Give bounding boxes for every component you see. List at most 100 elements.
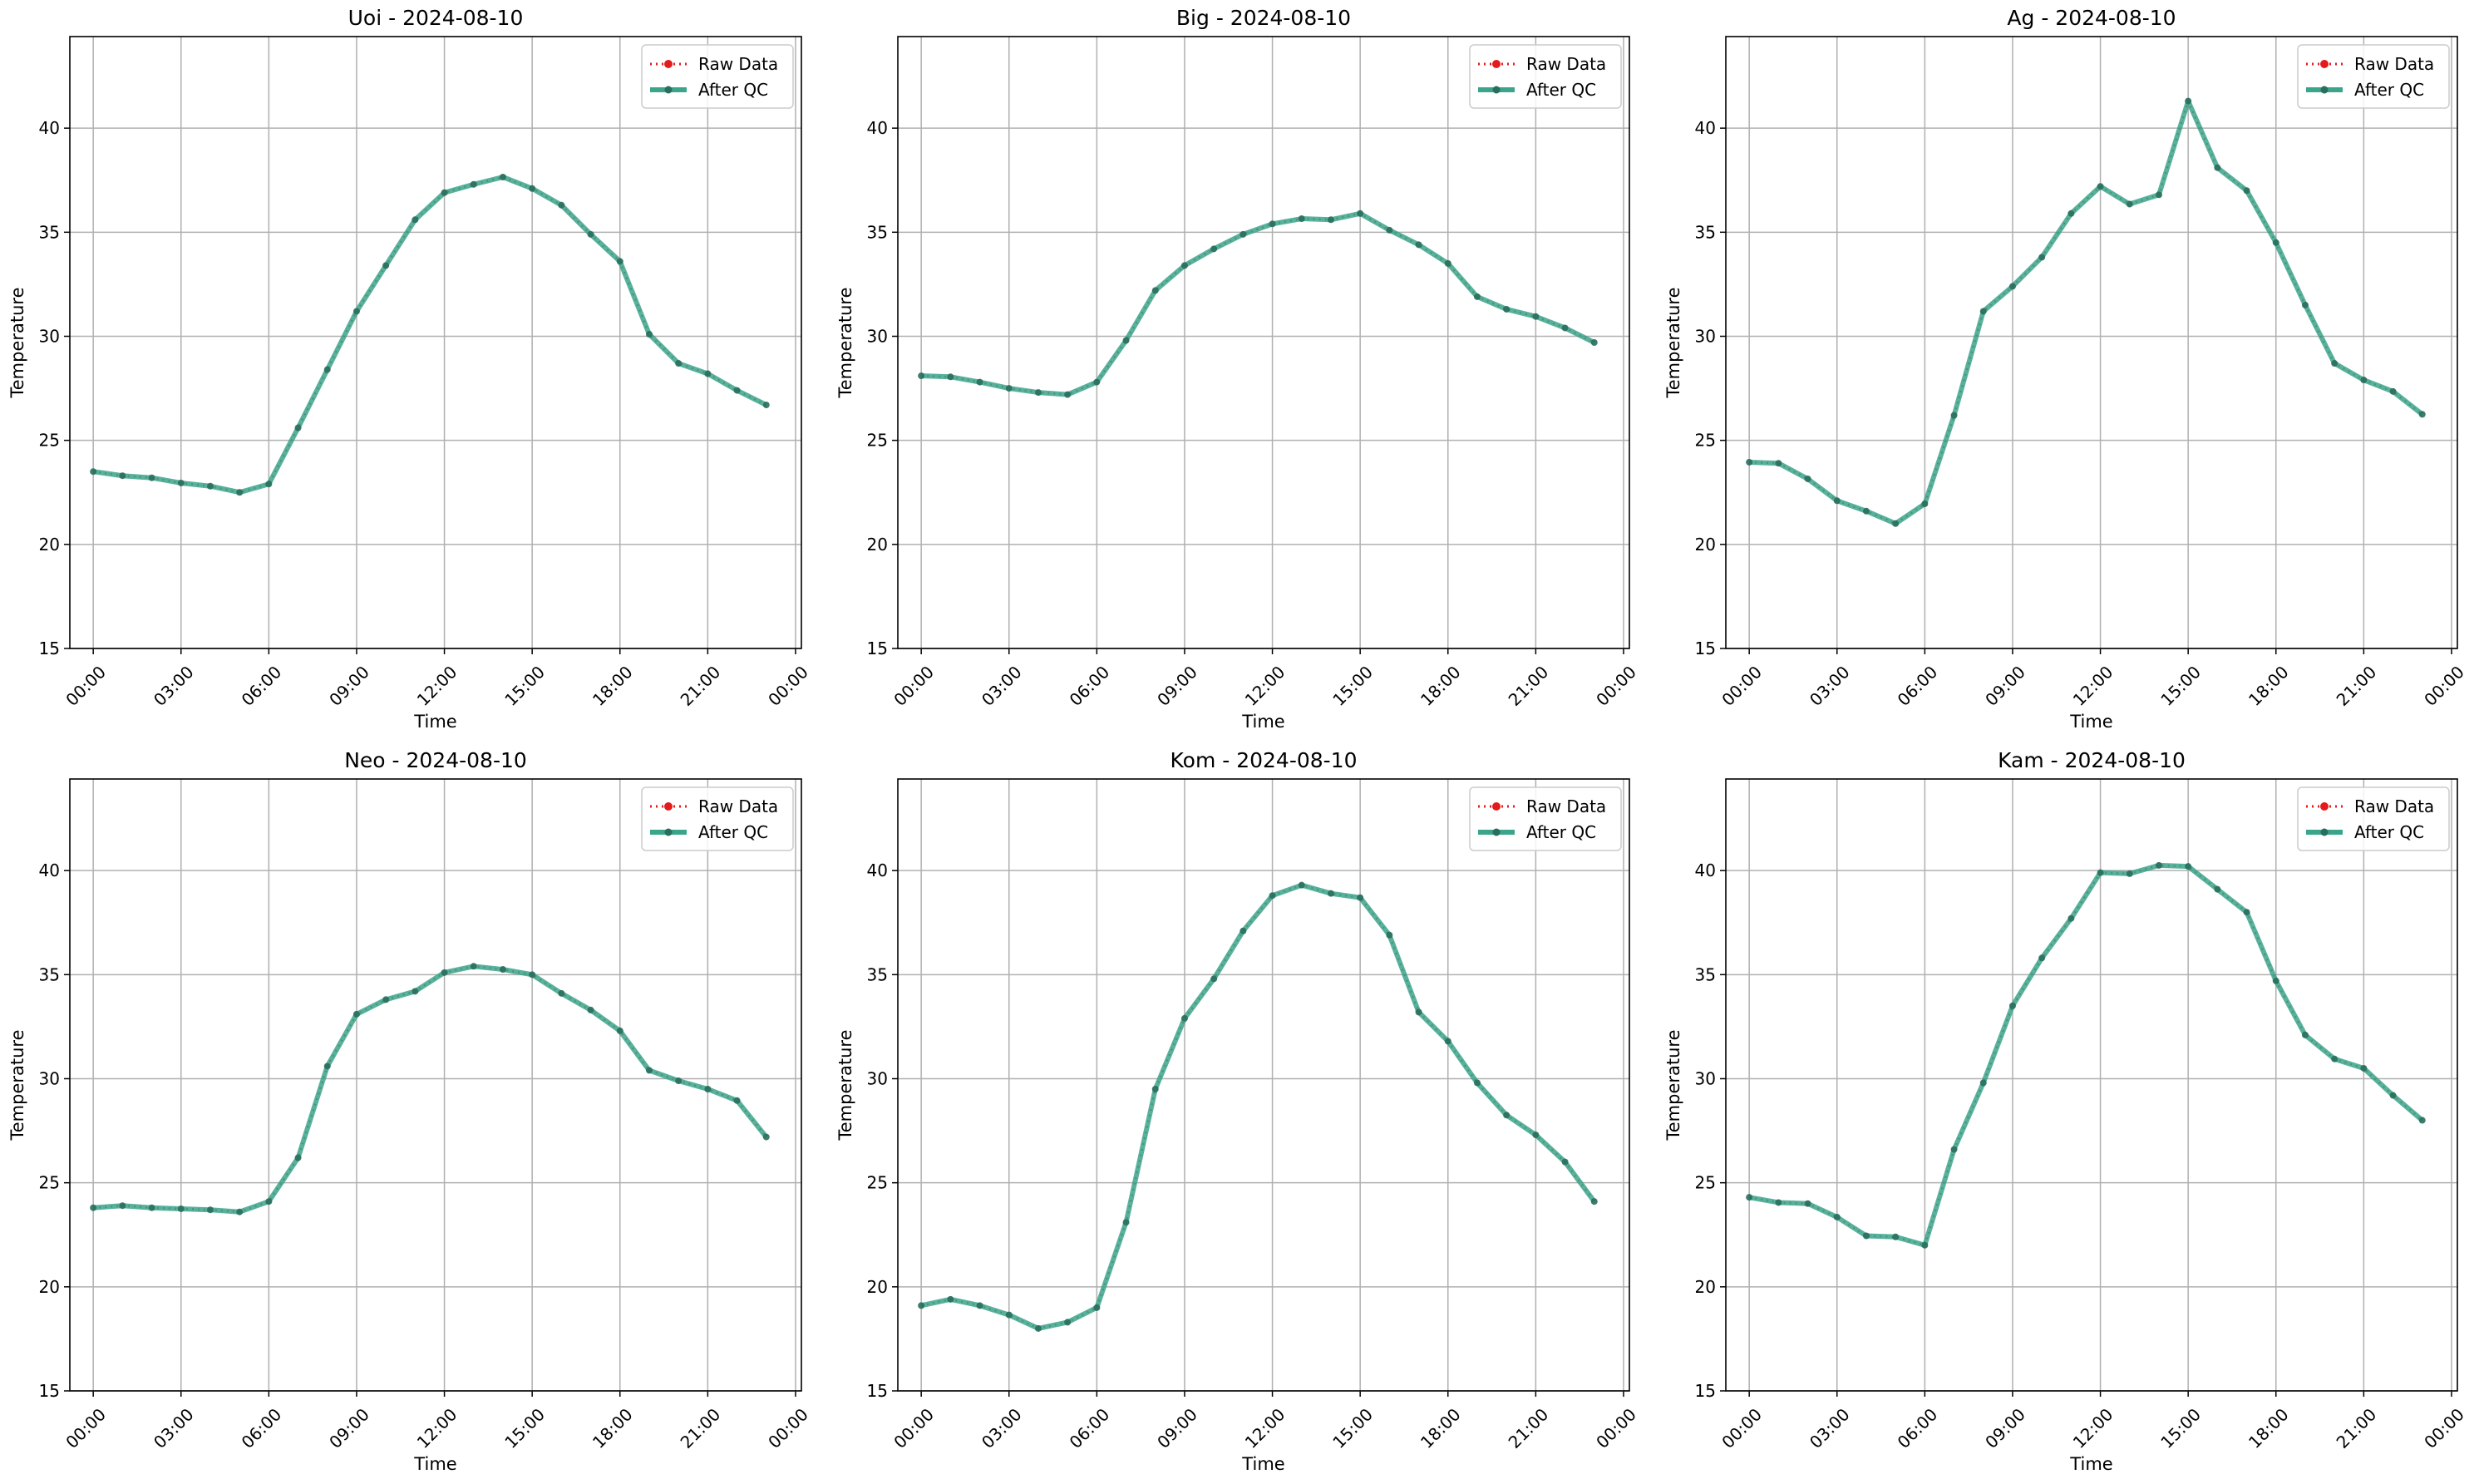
data-point — [529, 185, 536, 192]
data-point — [1122, 1219, 1130, 1226]
data-point — [1590, 339, 1598, 346]
data-point — [2097, 183, 2104, 190]
data-point — [1444, 259, 1451, 267]
data-point — [2008, 283, 2016, 290]
data-point — [265, 481, 273, 488]
legend-marker-after-qc — [1492, 86, 1501, 94]
data-point — [918, 372, 925, 380]
data-point — [1561, 324, 1569, 332]
data-point — [1892, 520, 1900, 527]
legend-label-after-qc: After QC — [698, 822, 768, 842]
x-tick-label: 18:00 — [589, 662, 637, 710]
data-point — [294, 424, 302, 431]
x-tick-label: 15:00 — [2156, 1404, 2205, 1452]
data-point — [1180, 262, 1188, 269]
data-point — [1503, 305, 1511, 313]
data-point — [1473, 293, 1481, 300]
data-point — [148, 1204, 155, 1211]
data-point — [1005, 385, 1013, 392]
y-tick-label: 40 — [867, 860, 888, 880]
x-tick-label: 00:00 — [764, 662, 812, 710]
y-tick-label: 25 — [867, 1173, 888, 1193]
data-point — [1503, 1112, 1511, 1119]
data-point — [177, 1205, 185, 1212]
data-point — [1240, 230, 1247, 238]
y-axis-label: Temperature — [835, 287, 855, 398]
data-point — [1892, 1233, 1900, 1240]
y-tick-label: 30 — [39, 1068, 60, 1088]
legend-label-after-qc: After QC — [1526, 822, 1596, 842]
x-tick-label: 00:00 — [1592, 662, 1640, 710]
data-point — [470, 180, 477, 188]
data-point — [1386, 226, 1393, 234]
data-point — [2389, 387, 2397, 395]
x-tick-label: 21:00 — [677, 662, 725, 710]
y-tick-label: 25 — [39, 1173, 60, 1193]
y-tick-label: 40 — [1695, 118, 1716, 138]
data-point — [2126, 200, 2133, 208]
subplot-title: Kom - 2024-08-10 — [1171, 748, 1358, 772]
data-point — [2243, 909, 2250, 916]
data-point — [675, 1077, 683, 1084]
data-point — [2067, 210, 2075, 217]
x-tick-label: 00:00 — [1592, 1404, 1640, 1452]
data-point — [2214, 885, 2221, 893]
data-point — [2389, 1092, 2397, 1099]
data-point — [1298, 215, 1305, 223]
legend-marker-raw-data — [2320, 60, 2329, 68]
data-point — [2418, 1117, 2426, 1124]
data-point — [947, 373, 954, 381]
data-point — [1151, 1086, 1159, 1093]
data-point — [119, 472, 126, 480]
x-tick-label: 00:00 — [1718, 662, 1766, 710]
x-tick-label: 12:00 — [413, 662, 461, 710]
data-point — [1327, 890, 1334, 897]
data-point — [1005, 1311, 1013, 1319]
y-tick-label: 20 — [1695, 1277, 1716, 1297]
x-tick-label: 21:00 — [2333, 1404, 2381, 1452]
x-tick-label: 03:00 — [978, 1404, 1026, 1452]
data-point — [976, 1302, 983, 1309]
data-point — [587, 1006, 594, 1013]
data-point — [918, 1302, 925, 1309]
data-point — [2418, 411, 2426, 418]
data-point — [1298, 881, 1305, 889]
data-point — [499, 966, 506, 974]
y-tick-label: 35 — [1695, 222, 1716, 242]
series-line-raw-data — [92, 175, 767, 494]
y-tick-label: 30 — [1695, 1068, 1716, 1088]
data-point — [1833, 1213, 1841, 1220]
subplot-title: Ag - 2024-08-10 — [2007, 6, 2176, 30]
y-axis-label: Temperature — [1663, 1029, 1683, 1141]
data-point — [1590, 1198, 1598, 1205]
subplot-title: Uoi - 2024-08-10 — [348, 6, 524, 30]
data-point — [558, 201, 565, 209]
data-point — [441, 189, 448, 196]
data-point — [177, 479, 185, 486]
y-tick-label: 40 — [39, 860, 60, 880]
data-point — [1775, 460, 1782, 467]
data-point — [1532, 313, 1540, 320]
data-point — [352, 308, 360, 315]
x-tick-label: 09:00 — [1981, 1404, 2029, 1452]
legend-label-after-qc: After QC — [2354, 822, 2424, 842]
data-point — [2272, 239, 2279, 246]
data-point — [1122, 337, 1130, 344]
y-tick-label: 20 — [1695, 535, 1716, 555]
data-point — [1746, 458, 1753, 466]
subplot-6: 00:00 03:00 06:00 09:00 12:00 15:00 18:00 21:00… — [1663, 748, 2468, 1474]
legend: Raw Data After QC — [2297, 44, 2450, 109]
legend-marker-raw-data — [1492, 60, 1501, 68]
x-tick-label: 18:00 — [1417, 662, 1465, 710]
y-tick-label: 30 — [1695, 326, 1716, 346]
data-point — [470, 963, 477, 970]
data-point — [2360, 377, 2368, 384]
data-point — [1415, 1008, 1422, 1016]
x-tick-label: 21:00 — [1505, 1404, 1553, 1452]
series-line-after-qc — [1748, 862, 2424, 1248]
data-point — [1093, 378, 1101, 386]
data-point — [2360, 1064, 2368, 1072]
y-axis-label: Temperature — [7, 1029, 27, 1141]
y-tick-label: 15 — [867, 638, 888, 658]
